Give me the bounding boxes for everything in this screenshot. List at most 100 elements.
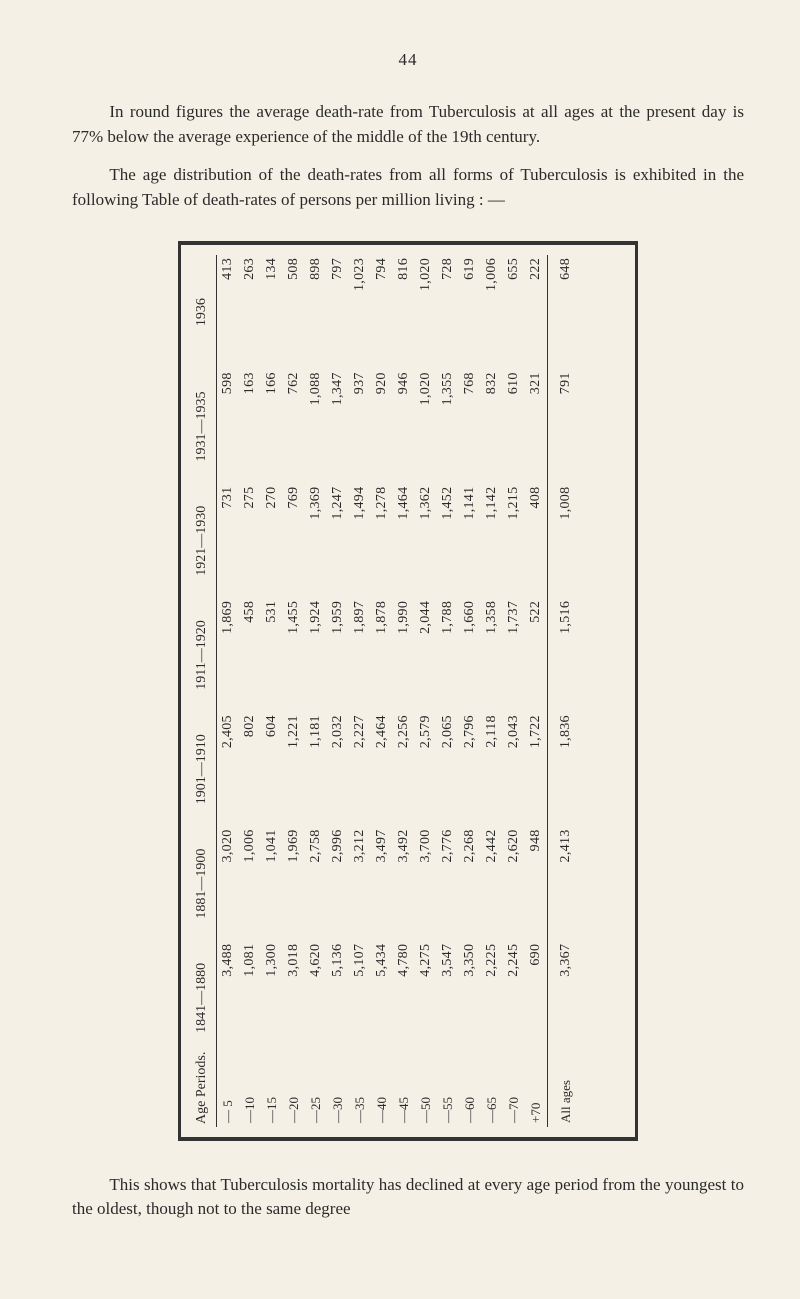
age-period-label: —30 [327, 1055, 349, 1127]
mortality-cell: 655 [503, 255, 525, 369]
mortality-cell: 3,492 [393, 826, 415, 940]
mortality-cell: 1,023 [349, 255, 371, 369]
mortality-cell: 1,215 [503, 483, 525, 597]
table-row: +706909481,722522408321222 [525, 255, 548, 1127]
mortality-cell: 1,300 [261, 940, 283, 1054]
mortality-cell: 5,107 [349, 940, 371, 1054]
mortality-cell: 1,869 [217, 597, 240, 711]
mortality-cell: 1,836 [548, 712, 579, 826]
mortality-cell: 321 [525, 369, 548, 483]
mortality-cell: 948 [525, 826, 548, 940]
mortality-cell: 1,455 [283, 597, 305, 711]
mortality-cell: 134 [261, 255, 283, 369]
mortality-cell: 3,018 [283, 940, 305, 1054]
mortality-cell: 1,006 [481, 255, 503, 369]
mortality-cell: 4,275 [415, 940, 437, 1054]
table-row: —254,6202,7581,1811,9241,3691,088898 [305, 255, 327, 1127]
mortality-cell: 222 [525, 255, 548, 369]
table-row-all-ages: All ages3,3672,4131,8361,5161,008791648 [548, 255, 579, 1127]
page-number: 44 [72, 50, 744, 70]
table-row: —553,5472,7762,0651,7881,4521,355728 [437, 255, 459, 1127]
mortality-cell: 5,136 [327, 940, 349, 1054]
mortality-cell: 5,434 [371, 940, 393, 1054]
mortality-cell: 1,247 [327, 483, 349, 597]
mortality-cell: 610 [503, 369, 525, 483]
mortality-cell: 832 [481, 369, 503, 483]
caption-after-table: This shows that Tuberculosis mortality h… [72, 1173, 744, 1222]
mortality-cell: 163 [239, 369, 261, 483]
intro-para-2: The age distribution of the death-rates … [72, 163, 744, 212]
mortality-cell: 794 [371, 255, 393, 369]
age-period-label: —35 [349, 1055, 371, 1127]
mortality-cell: 797 [327, 255, 349, 369]
table-header-period: 1901—1910 [191, 712, 217, 826]
table-header-period: 1911—1920 [191, 597, 217, 711]
mortality-cell: 2,442 [481, 826, 503, 940]
mortality-cell: 1,141 [459, 483, 481, 597]
age-period-label: —40 [371, 1055, 393, 1127]
mortality-cell: 508 [283, 255, 305, 369]
mortality-cell: 2,796 [459, 712, 481, 826]
mortality-cell: 2,413 [548, 826, 579, 940]
mortality-cell: 3,212 [349, 826, 371, 940]
mortality-cell: 2,227 [349, 712, 371, 826]
mortality-cell: 2,043 [503, 712, 525, 826]
mortality-cell: 1,959 [327, 597, 349, 711]
mortality-cell: 1,788 [437, 597, 459, 711]
mortality-table: Age Periods. 1841—1880 1881—1900 1901—19… [191, 255, 578, 1127]
mortality-cell: 1,362 [415, 483, 437, 597]
mortality-cell: 522 [525, 597, 548, 711]
table-row: —504,2753,7002,5792,0441,3621,0201,020 [415, 255, 437, 1127]
mortality-cell: 3,350 [459, 940, 481, 1054]
age-period-label: —70 [503, 1055, 525, 1127]
mortality-cell: 728 [437, 255, 459, 369]
mortality-cell: 4,780 [393, 940, 415, 1054]
mortality-cell: 1,737 [503, 597, 525, 711]
mortality-cell: 604 [261, 712, 283, 826]
table-row: —652,2252,4422,1181,3581,1428321,006 [481, 255, 503, 1127]
table-row: —101,0811,006802458275163263 [239, 255, 261, 1127]
mortality-cell: 791 [548, 369, 579, 483]
mortality-cell: 1,088 [305, 369, 327, 483]
mortality-cell: 531 [261, 597, 283, 711]
table-row: —203,0181,9691,2211,455769762508 [283, 255, 305, 1127]
table-header-period: 1841—1880 [191, 940, 217, 1054]
table-header-period: 1931—1935 [191, 369, 217, 483]
table-header-period: 1936 [191, 255, 217, 369]
mortality-cell: 619 [459, 255, 481, 369]
intro-para-1: In round figures the average death-rate … [72, 100, 744, 149]
age-period-label: —60 [459, 1055, 481, 1127]
age-period-label: —65 [481, 1055, 503, 1127]
mortality-cell: 2,464 [371, 712, 393, 826]
mortality-cell: 920 [371, 369, 393, 483]
table-header-age: Age Periods. [191, 1055, 217, 1127]
mortality-cell: 1,006 [239, 826, 261, 940]
mortality-cell: 2,758 [305, 826, 327, 940]
mortality-cell: 3,700 [415, 826, 437, 940]
mortality-cell: 1,081 [239, 940, 261, 1054]
mortality-cell: 2,620 [503, 826, 525, 940]
age-period-label: —25 [305, 1055, 327, 1127]
mortality-cell: 1,347 [327, 369, 349, 483]
mortality-cell: 2,032 [327, 712, 349, 826]
mortality-cell: 1,181 [305, 712, 327, 826]
mortality-cell: 769 [283, 483, 305, 597]
table-row: —151,3001,041604531270166134 [261, 255, 283, 1127]
mortality-cell: 1,142 [481, 483, 503, 597]
table-row: —603,3502,2682,7961,6601,141768619 [459, 255, 481, 1127]
mortality-cell: 1,464 [393, 483, 415, 597]
mortality-cell: 816 [393, 255, 415, 369]
mortality-cell: 1,722 [525, 712, 548, 826]
mortality-cell: 598 [217, 369, 240, 483]
mortality-table-stage: Age Periods. 1841—1880 1881—1900 1901—19… [72, 231, 744, 1151]
mortality-cell: 898 [305, 255, 327, 369]
age-period-label: —45 [393, 1055, 415, 1127]
mortality-cell: 1,358 [481, 597, 503, 711]
mortality-cell: 2,579 [415, 712, 437, 826]
table-row: —702,2452,6202,0431,7371,215610655 [503, 255, 525, 1127]
mortality-cell: 2,256 [393, 712, 415, 826]
all-ages-label: All ages [548, 1055, 579, 1127]
mortality-cell: 768 [459, 369, 481, 483]
mortality-cell: 2,225 [481, 940, 503, 1054]
mortality-cell: 1,969 [283, 826, 305, 940]
